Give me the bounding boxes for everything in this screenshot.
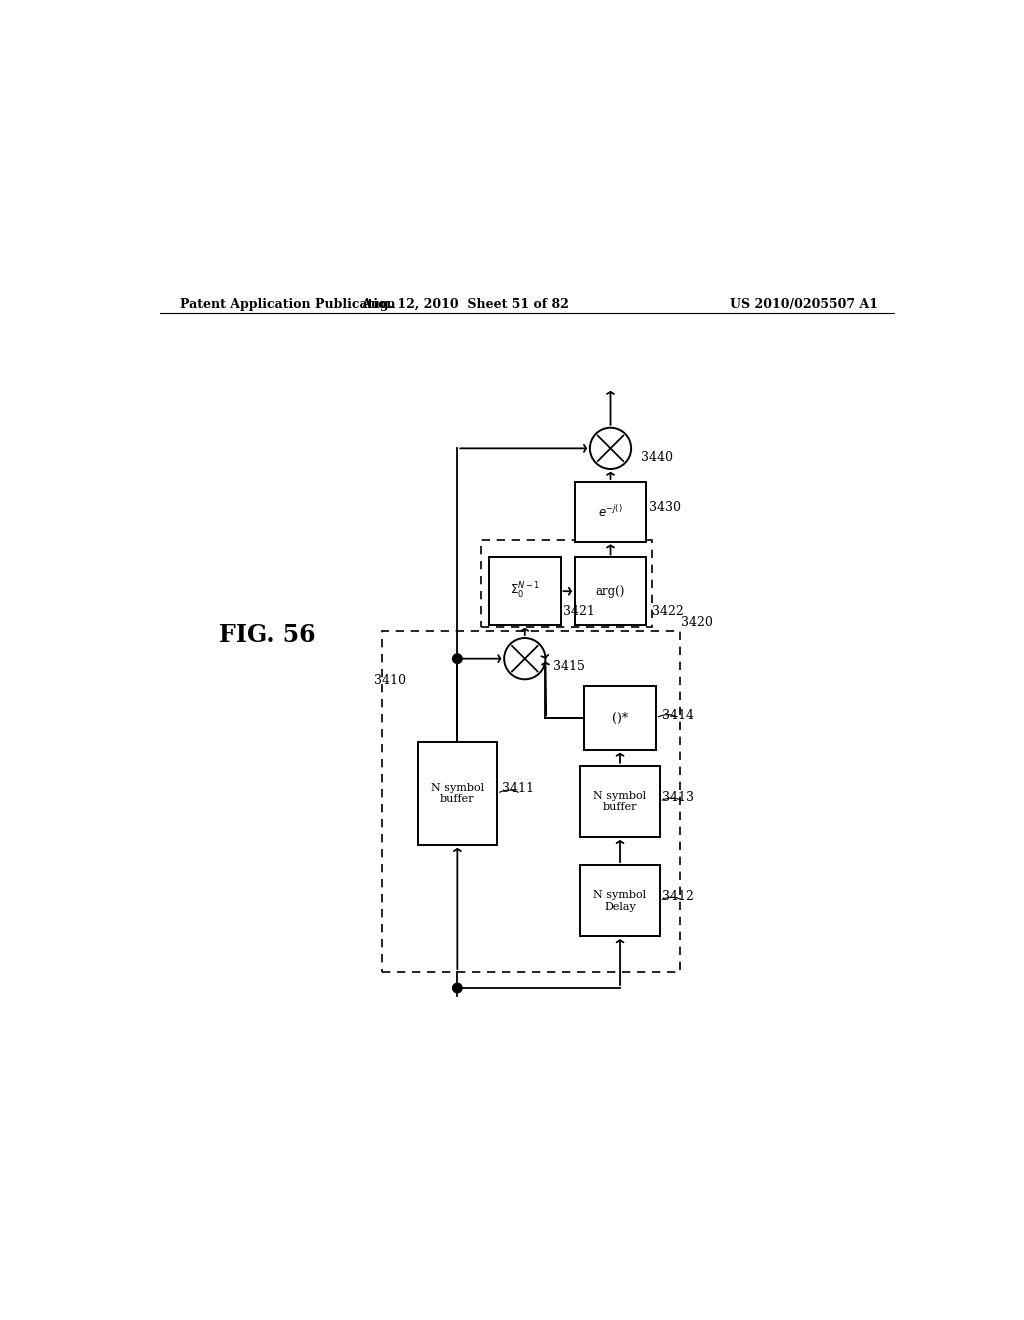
Bar [382,631,680,972]
FancyBboxPatch shape [581,766,659,837]
Text: Patent Application Publication: Patent Application Publication [179,298,395,312]
Bar [481,540,652,627]
Text: Aug. 12, 2010  Sheet 51 of 82: Aug. 12, 2010 Sheet 51 of 82 [361,298,569,312]
Text: US 2010/0205507 A1: US 2010/0205507 A1 [730,298,878,312]
Text: 3411: 3411 [502,781,534,795]
FancyBboxPatch shape [585,686,655,750]
Text: 3422: 3422 [652,605,684,618]
Text: $\Sigma_0^{N-1}$: $\Sigma_0^{N-1}$ [510,581,540,601]
FancyBboxPatch shape [418,742,497,845]
Circle shape [453,653,462,664]
FancyBboxPatch shape [581,865,659,936]
Text: 3413: 3413 [663,791,694,804]
FancyBboxPatch shape [489,557,560,624]
Text: 3420: 3420 [681,616,713,630]
Text: 3440: 3440 [641,451,674,465]
Text: 3415: 3415 [553,660,585,673]
Text: 3414: 3414 [663,709,694,722]
Text: $e^{-j()}$: $e^{-j()}$ [598,504,623,520]
Text: 3412: 3412 [663,890,694,903]
Text: FIG. 56: FIG. 56 [218,623,315,647]
Text: N symbol
buffer: N symbol buffer [594,791,646,812]
Text: 3430: 3430 [648,502,681,515]
Circle shape [504,638,546,680]
Text: 3421: 3421 [563,605,595,618]
Text: N symbol
Delay: N symbol Delay [594,890,646,912]
Text: ()*: ()* [612,711,628,725]
Text: 3410: 3410 [374,675,406,688]
FancyBboxPatch shape [574,482,646,541]
FancyBboxPatch shape [574,557,646,624]
Circle shape [590,428,631,469]
Text: N symbol
buffer: N symbol buffer [431,783,484,804]
Circle shape [453,983,462,993]
Text: arg(): arg() [596,585,626,598]
